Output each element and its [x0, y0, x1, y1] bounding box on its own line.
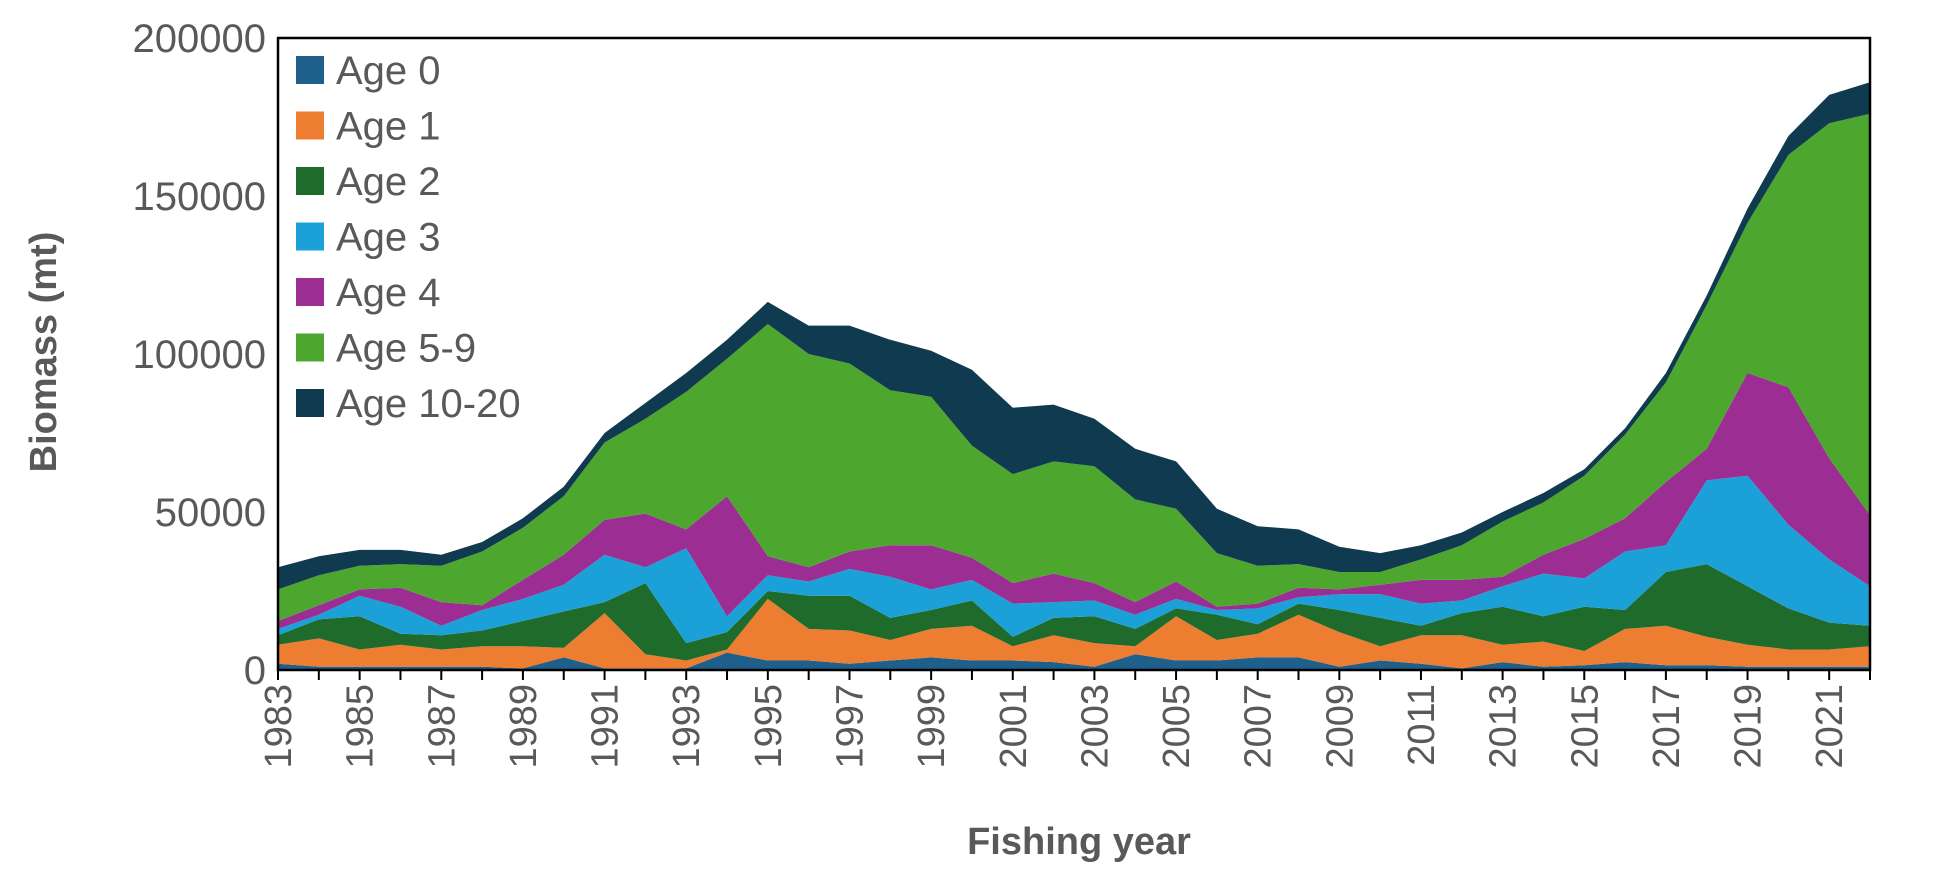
x-tick-label: 1997 [829, 684, 871, 769]
x-tick-label: 1993 [666, 684, 708, 769]
x-tick-label: 1987 [421, 684, 463, 769]
area-age-4 [278, 373, 1870, 629]
legend-swatch-age-0 [296, 56, 324, 84]
x-tick-label: 1989 [503, 684, 545, 769]
x-tick-label: 2005 [1156, 684, 1198, 769]
legend-swatch-age-4 [296, 278, 324, 306]
x-tick-label: 2021 [1809, 684, 1851, 769]
x-tick-label: 2009 [1319, 684, 1361, 769]
legend-swatch-age-2 [296, 167, 324, 195]
y-tick-label: 150000 [133, 175, 266, 219]
x-axis: 1983 1985 1987 1989 1991 1993 1995 1997 1999 2001… [258, 670, 1871, 769]
x-tick-label: 2019 [1728, 684, 1770, 769]
legend-label-age-4: Age 4 [336, 271, 441, 315]
x-tick-label: 2017 [1646, 684, 1688, 769]
legend-label-age-0: Age 0 [336, 49, 441, 93]
x-tick-label: 1991 [585, 684, 627, 769]
legend-label-age-1: Age 1 [336, 105, 441, 149]
x-tick-label: 1995 [748, 684, 790, 769]
y-tick-label: 100000 [133, 333, 266, 377]
x-axis-title: Fishing year [967, 821, 1191, 863]
legend-label-age-10-20: Age 10-20 [336, 382, 521, 426]
x-tick-label: 2015 [1564, 684, 1606, 769]
legend-swatch-age-3 [296, 222, 324, 251]
x-tick-label: 1999 [911, 684, 953, 769]
y-axis-title: Biomass (mt) [23, 232, 65, 473]
area-age-2 [278, 564, 1870, 661]
y-tick-label: 50000 [155, 491, 266, 535]
legend-swatch-age-10-20 [296, 389, 324, 417]
area-age-3 [278, 475, 1870, 644]
legend-swatch-age-5-9 [296, 333, 324, 362]
plot-frame [276, 36, 1872, 672]
legend-label-age-5-9: Age 5-9 [336, 327, 476, 371]
area-series-group [278, 82, 1870, 670]
x-tick-label: 2013 [1483, 684, 1525, 769]
legend-swatch-age-1 [296, 111, 324, 140]
x-tick-label: 2007 [1238, 684, 1280, 769]
legend-label-age-2: Age 2 [336, 160, 441, 204]
area-age-5-9 [278, 113, 1870, 622]
y-axis: 0 50000 100000 150000 200000 [133, 17, 266, 693]
x-tick-label: 1985 [340, 684, 382, 769]
y-tick-label: 0 [244, 649, 266, 693]
y-tick-label: 200000 [133, 17, 266, 61]
x-tick-label: 2001 [993, 684, 1035, 769]
legend: Age 0 Age 1 Age 2 Age 3 Age 4 Age 5-9 Age 10-2… [296, 49, 521, 426]
area-age-0 [278, 652, 1870, 670]
x-tick-label: 1983 [258, 684, 300, 769]
legend-label-age-3: Age 3 [336, 216, 441, 260]
area-age-1 [278, 598, 1870, 669]
x-tick-label: 2011 [1401, 684, 1443, 766]
x-tick-label: 2003 [1074, 684, 1116, 769]
